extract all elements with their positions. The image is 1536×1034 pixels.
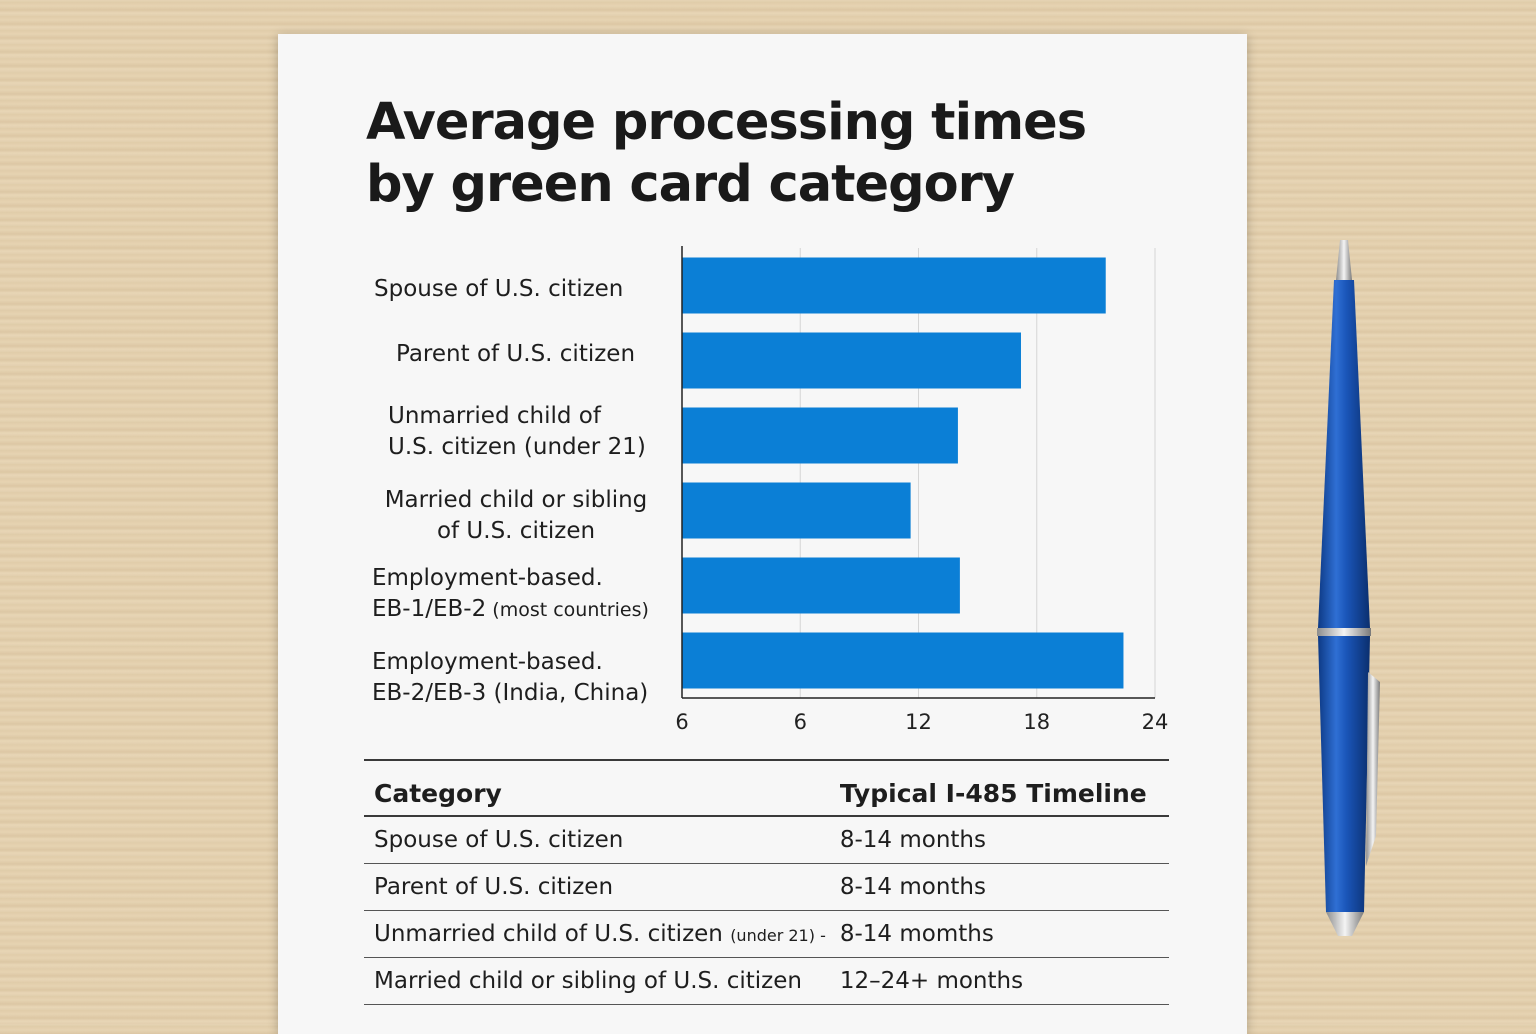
table-cell-category: Parent of U.S. citizen [364, 863, 836, 911]
ballpoint-pen-icon [1317, 240, 1380, 936]
category-label-line: Spouse of U.S. citizen [374, 276, 624, 302]
timeline-table: Category Typical I-485 Timeline Spouse o… [364, 759, 1169, 1005]
table-cell-category-text: Spouse of U.S. citizen [374, 827, 624, 853]
x-tick-label: 6 [794, 710, 807, 734]
table-row: Married child or sibling of U.S. citizen… [364, 957, 1169, 1005]
category-label-line: U.S. citizen (under 21) [388, 434, 646, 460]
table-cell-category: Married child or sibling of U.S. citizen [364, 957, 836, 1005]
bar [682, 482, 911, 539]
table-row: Parent of U.S. citizen 8-14 months [364, 863, 1169, 911]
table-cell-category-text: Unmarried child of U.S. citizen [374, 921, 723, 947]
table-cell-category: Spouse of U.S. citizen [364, 816, 836, 864]
table-cell-category-text: Parent of U.S. citizen [374, 874, 614, 900]
chart-title-line-1: Average processing times [366, 93, 1087, 152]
category-label: Employment-based. EB-2/EB-3 (India, China… [372, 647, 648, 709]
category-label-note: (most countries) [486, 599, 649, 621]
category-label-line: Married child or sibling [384, 487, 648, 513]
category-label-line: EB-1/EB-2 (most countries) [372, 596, 649, 622]
category-label: Employment-based. EB-1/EB-2 (most countri… [372, 563, 649, 626]
table-cell-category-text: Married child or sibling of U.S. citizen [374, 968, 802, 994]
category-label-line: EB-2/EB-3 (India, China) [372, 680, 649, 706]
category-label-line: Employment-based. [372, 565, 603, 591]
bar [682, 557, 960, 614]
bar [682, 257, 1106, 314]
x-tick-label: 12 [905, 710, 932, 734]
table-cell-timeline: 8-14 months [835, 816, 1169, 864]
x-tick-label: 24 [1142, 710, 1169, 734]
table-header-timeline: Typical I-485 Timeline [835, 759, 1169, 817]
bar-chart: 6 6 12 18 24 [675, 246, 1169, 734]
category-label: Parent of U.S. citizen [396, 339, 635, 370]
chart-title: Average processing times by green card c… [366, 92, 1126, 216]
table-row: Spouse of U.S. citizen 8-14 months [364, 816, 1169, 864]
table-cell-category: Unmarried child of U.S. citizen (under 2… [364, 910, 836, 958]
category-label: Married child or sibling of U.S. citizen [384, 485, 648, 547]
table-cell-timeline: 8-14 momths [835, 910, 1169, 958]
x-tick-label: 18 [1023, 710, 1050, 734]
category-label-line: Unmarried child of [388, 403, 601, 429]
table-cell-timeline: 8-14 months [835, 863, 1169, 911]
table-header-category: Category [364, 759, 836, 817]
document-page: Average processing times by green card c… [278, 34, 1247, 1034]
table-header-row: Category Typical I-485 Timeline [364, 759, 1169, 817]
bar [682, 332, 1021, 389]
table-row: Unmarried child of U.S. citizen (under 2… [364, 910, 1169, 958]
table-cell-timeline: 12–24+ months [835, 957, 1169, 1005]
category-label-line: Employment-based. [372, 649, 603, 675]
x-tick-label: 6 [675, 710, 688, 734]
bar [682, 632, 1124, 689]
category-label-line: of U.S. citizen [436, 518, 596, 544]
table-cell-category-note: (under 21) - [730, 926, 826, 945]
bar [682, 407, 958, 464]
category-label: Spouse of U.S. citizen [374, 274, 623, 305]
category-label-line: Parent of U.S. citizen [396, 341, 636, 367]
category-label: Unmarried child of U.S. citizen (under 21… [388, 401, 646, 463]
chart-title-line-2: by green card category [366, 155, 1015, 214]
